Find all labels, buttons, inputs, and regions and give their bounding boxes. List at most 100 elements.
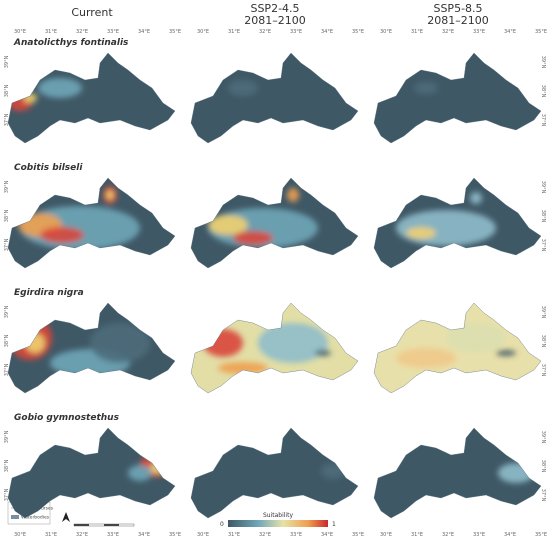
suitability-patch xyxy=(287,188,299,202)
suitability-layer xyxy=(18,186,140,250)
map-panel xyxy=(7,177,176,269)
suitability-blobs xyxy=(396,192,496,246)
map-panel xyxy=(373,427,542,519)
map-panel xyxy=(7,427,176,519)
map-panel xyxy=(190,52,359,144)
suitability-patch xyxy=(498,463,534,483)
suitability-patch xyxy=(315,350,331,356)
latitude-label: 37°N xyxy=(540,364,546,377)
longitude-label: 30°E xyxy=(14,532,26,538)
suitability-layer xyxy=(208,188,318,248)
longitude-label: 35°E xyxy=(169,29,181,35)
suitability-patch xyxy=(90,323,150,363)
latitude-label: 38°N xyxy=(540,210,546,223)
longitude-label: 33°E xyxy=(107,532,119,538)
suitability-patch xyxy=(446,323,506,353)
latitude-label: 39°N xyxy=(540,431,546,444)
latitude-label: 39°N xyxy=(540,181,546,194)
suitability-patch xyxy=(128,465,152,481)
suitability-blobs xyxy=(396,323,516,368)
longitude-label: 30°E xyxy=(197,532,209,538)
scale-bar xyxy=(74,524,89,526)
latitude-label: 39°N xyxy=(4,305,10,318)
latitude-label: 37°N xyxy=(540,239,546,252)
suitability-layer xyxy=(396,192,496,246)
suitability-blobs xyxy=(203,323,331,374)
map-panel xyxy=(373,52,542,144)
scale-bar xyxy=(104,524,119,526)
species-label: Cobitis bilseli xyxy=(14,163,83,173)
column-title: Current xyxy=(71,6,113,19)
column-subtitle: 2081–2100 xyxy=(427,14,489,27)
longitude-label: 31°E xyxy=(411,29,423,35)
longitude-label: 30°E xyxy=(380,532,392,538)
suitability-patch xyxy=(406,227,436,239)
latitude-label: 38°N xyxy=(4,459,10,472)
species-label: Egirdira nigra xyxy=(14,288,84,298)
map-panel xyxy=(7,302,176,394)
suitability-patch xyxy=(218,362,268,374)
longitude-label: 31°E xyxy=(228,532,240,538)
latitude-label: 38°N xyxy=(4,209,10,222)
suitability-patch xyxy=(38,78,82,98)
suitability-patch xyxy=(470,192,482,204)
column-subtitle: 2081–2100 xyxy=(244,14,306,27)
suitability-patch xyxy=(8,316,52,360)
suitability-layer xyxy=(498,463,534,483)
column-title: SSP5-8.5 xyxy=(433,2,482,15)
column-title: SSP2-4.5 xyxy=(250,2,299,15)
suitability-patch xyxy=(228,80,258,96)
longitude-label: 30°E xyxy=(380,29,392,35)
colorbar xyxy=(228,520,328,527)
north-arrow xyxy=(62,512,70,522)
suitability-patch xyxy=(396,210,496,246)
map-panel xyxy=(373,302,542,394)
latitude-label: 38°N xyxy=(4,334,10,347)
latitude-label: 39°N xyxy=(4,430,10,443)
longitude-label: 34°E xyxy=(321,29,333,35)
latitude-label: 37°N xyxy=(540,114,546,127)
longitude-label: 34°E xyxy=(504,532,516,538)
colorbar-max: 1 xyxy=(332,521,336,528)
longitude-label: 35°E xyxy=(535,532,547,538)
suitability-patch xyxy=(40,227,84,243)
colorbar-title: Suitability xyxy=(263,512,293,519)
longitude-label: 31°E xyxy=(228,29,240,35)
latitude-label: 37°N xyxy=(4,238,10,251)
basin xyxy=(374,53,541,143)
latitude-label: 37°N xyxy=(4,363,10,376)
longitude-label: 35°E xyxy=(352,532,364,538)
suitability-blobs xyxy=(208,188,318,248)
species-label: Gobio gymnostethus xyxy=(14,413,120,423)
suitability-patch xyxy=(496,350,516,356)
longitude-label: 34°E xyxy=(138,29,150,35)
suitability-blobs xyxy=(321,463,345,479)
suitability-layer xyxy=(228,80,258,96)
suitability-blobs xyxy=(498,463,534,483)
longitude-label: 32°E xyxy=(442,29,454,35)
longitude-label: 32°E xyxy=(259,29,271,35)
longitude-label: 30°E xyxy=(197,29,209,35)
longitude-label: 30°E xyxy=(14,29,26,35)
longitude-label: 33°E xyxy=(473,29,485,35)
map-panel xyxy=(190,302,359,394)
longitude-label: 34°E xyxy=(138,532,150,538)
legend: Water courses Waterbodies Suitability 0 … xyxy=(7,501,336,528)
suitability-patch xyxy=(396,348,456,368)
latitude-label: 39°N xyxy=(4,55,10,68)
longitude-label: 31°E xyxy=(411,532,423,538)
latitude-label: 37°N xyxy=(4,113,10,126)
suitability-patch xyxy=(321,463,345,479)
latitude-label: 39°N xyxy=(4,180,10,193)
species-label: Anatolicthys fontinalis xyxy=(13,38,129,48)
suitability-blobs xyxy=(414,82,438,94)
longitude-label: 32°E xyxy=(442,532,454,538)
basin xyxy=(191,53,358,143)
latitude-label: 38°N xyxy=(540,85,546,98)
longitude-label: 33°E xyxy=(290,29,302,35)
suitability-patch xyxy=(233,231,273,245)
latitude-label: 37°N xyxy=(4,488,10,501)
latitude-label: 39°N xyxy=(540,56,546,69)
latitude-label: 38°N xyxy=(540,460,546,473)
latitude-label: 39°N xyxy=(540,306,546,319)
